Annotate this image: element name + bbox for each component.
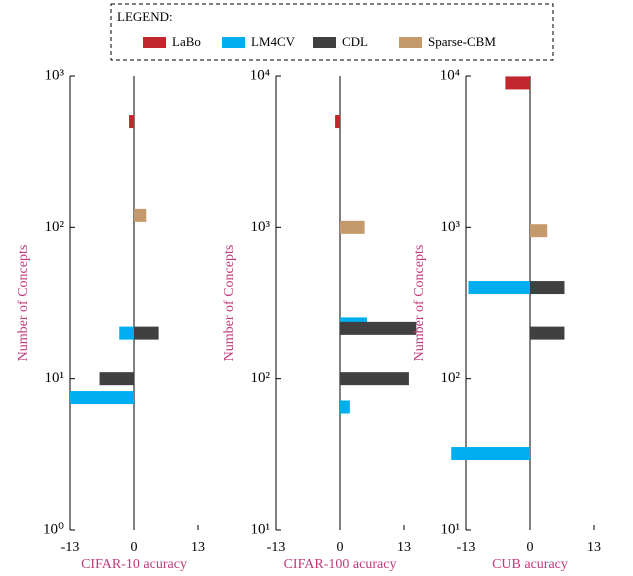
bar bbox=[129, 115, 134, 129]
x-tick-label: 0 bbox=[337, 540, 344, 555]
legend-label: LaBo bbox=[172, 34, 201, 49]
bar bbox=[335, 115, 340, 129]
bar bbox=[530, 326, 565, 340]
legend-label: CDL bbox=[342, 34, 368, 49]
x-tick-label: 0 bbox=[527, 540, 534, 555]
x-tick-label: 13 bbox=[191, 540, 205, 555]
bar bbox=[505, 76, 530, 90]
x-tick-label: 0 bbox=[131, 540, 138, 555]
bar bbox=[530, 281, 565, 295]
y-tick-label: 10² bbox=[441, 370, 461, 386]
bar bbox=[468, 281, 530, 295]
bar bbox=[530, 224, 548, 238]
y-tick-label: 10² bbox=[45, 219, 65, 235]
y-tick-label: 10³ bbox=[45, 67, 65, 83]
x-tick-label: -13 bbox=[267, 540, 286, 555]
bar bbox=[70, 391, 134, 405]
y-tick-label: 10¹ bbox=[45, 370, 65, 386]
x-tick-label: -13 bbox=[457, 540, 476, 555]
y-axis-title: Number of Concepts bbox=[16, 245, 31, 362]
bar bbox=[451, 447, 530, 461]
legend-swatch bbox=[143, 37, 166, 48]
bar bbox=[119, 326, 134, 340]
bar bbox=[99, 372, 134, 386]
legend-label: Sparse-CBM bbox=[428, 34, 496, 49]
bar bbox=[340, 321, 417, 335]
y-tick-label: 10¹ bbox=[441, 521, 461, 537]
x-tick-label: 13 bbox=[397, 540, 411, 555]
y-axis-title: Number of Concepts bbox=[222, 245, 237, 362]
legend-title: LEGEND: bbox=[117, 9, 173, 24]
legend-swatch bbox=[313, 37, 336, 48]
bar bbox=[340, 220, 365, 234]
x-tick-label: -13 bbox=[61, 540, 80, 555]
bar bbox=[340, 400, 350, 414]
bar bbox=[340, 372, 409, 386]
x-axis-title: CIFAR-100 acuracy bbox=[284, 557, 397, 572]
x-tick-label: 13 bbox=[587, 540, 601, 555]
y-tick-label: 10² bbox=[251, 370, 271, 386]
y-tick-label: 10⁰ bbox=[43, 521, 64, 537]
y-tick-label: 10³ bbox=[441, 219, 461, 235]
legend-label: LM4CV bbox=[251, 34, 296, 49]
y-axis-title: Number of Concepts bbox=[412, 245, 427, 362]
y-tick-label: 10¹ bbox=[251, 521, 271, 537]
legend-swatch bbox=[399, 37, 422, 48]
y-tick-label: 10³ bbox=[251, 219, 271, 235]
legend-swatch bbox=[222, 37, 245, 48]
bar bbox=[134, 208, 147, 222]
legend-box bbox=[110, 3, 554, 61]
y-tick-label: 10⁴ bbox=[250, 67, 270, 83]
x-axis-title: CUB acuracy bbox=[492, 557, 568, 572]
y-tick-label: 10⁴ bbox=[440, 67, 460, 83]
x-axis-title: CIFAR-10 acuracy bbox=[81, 557, 187, 572]
bar bbox=[134, 326, 159, 340]
